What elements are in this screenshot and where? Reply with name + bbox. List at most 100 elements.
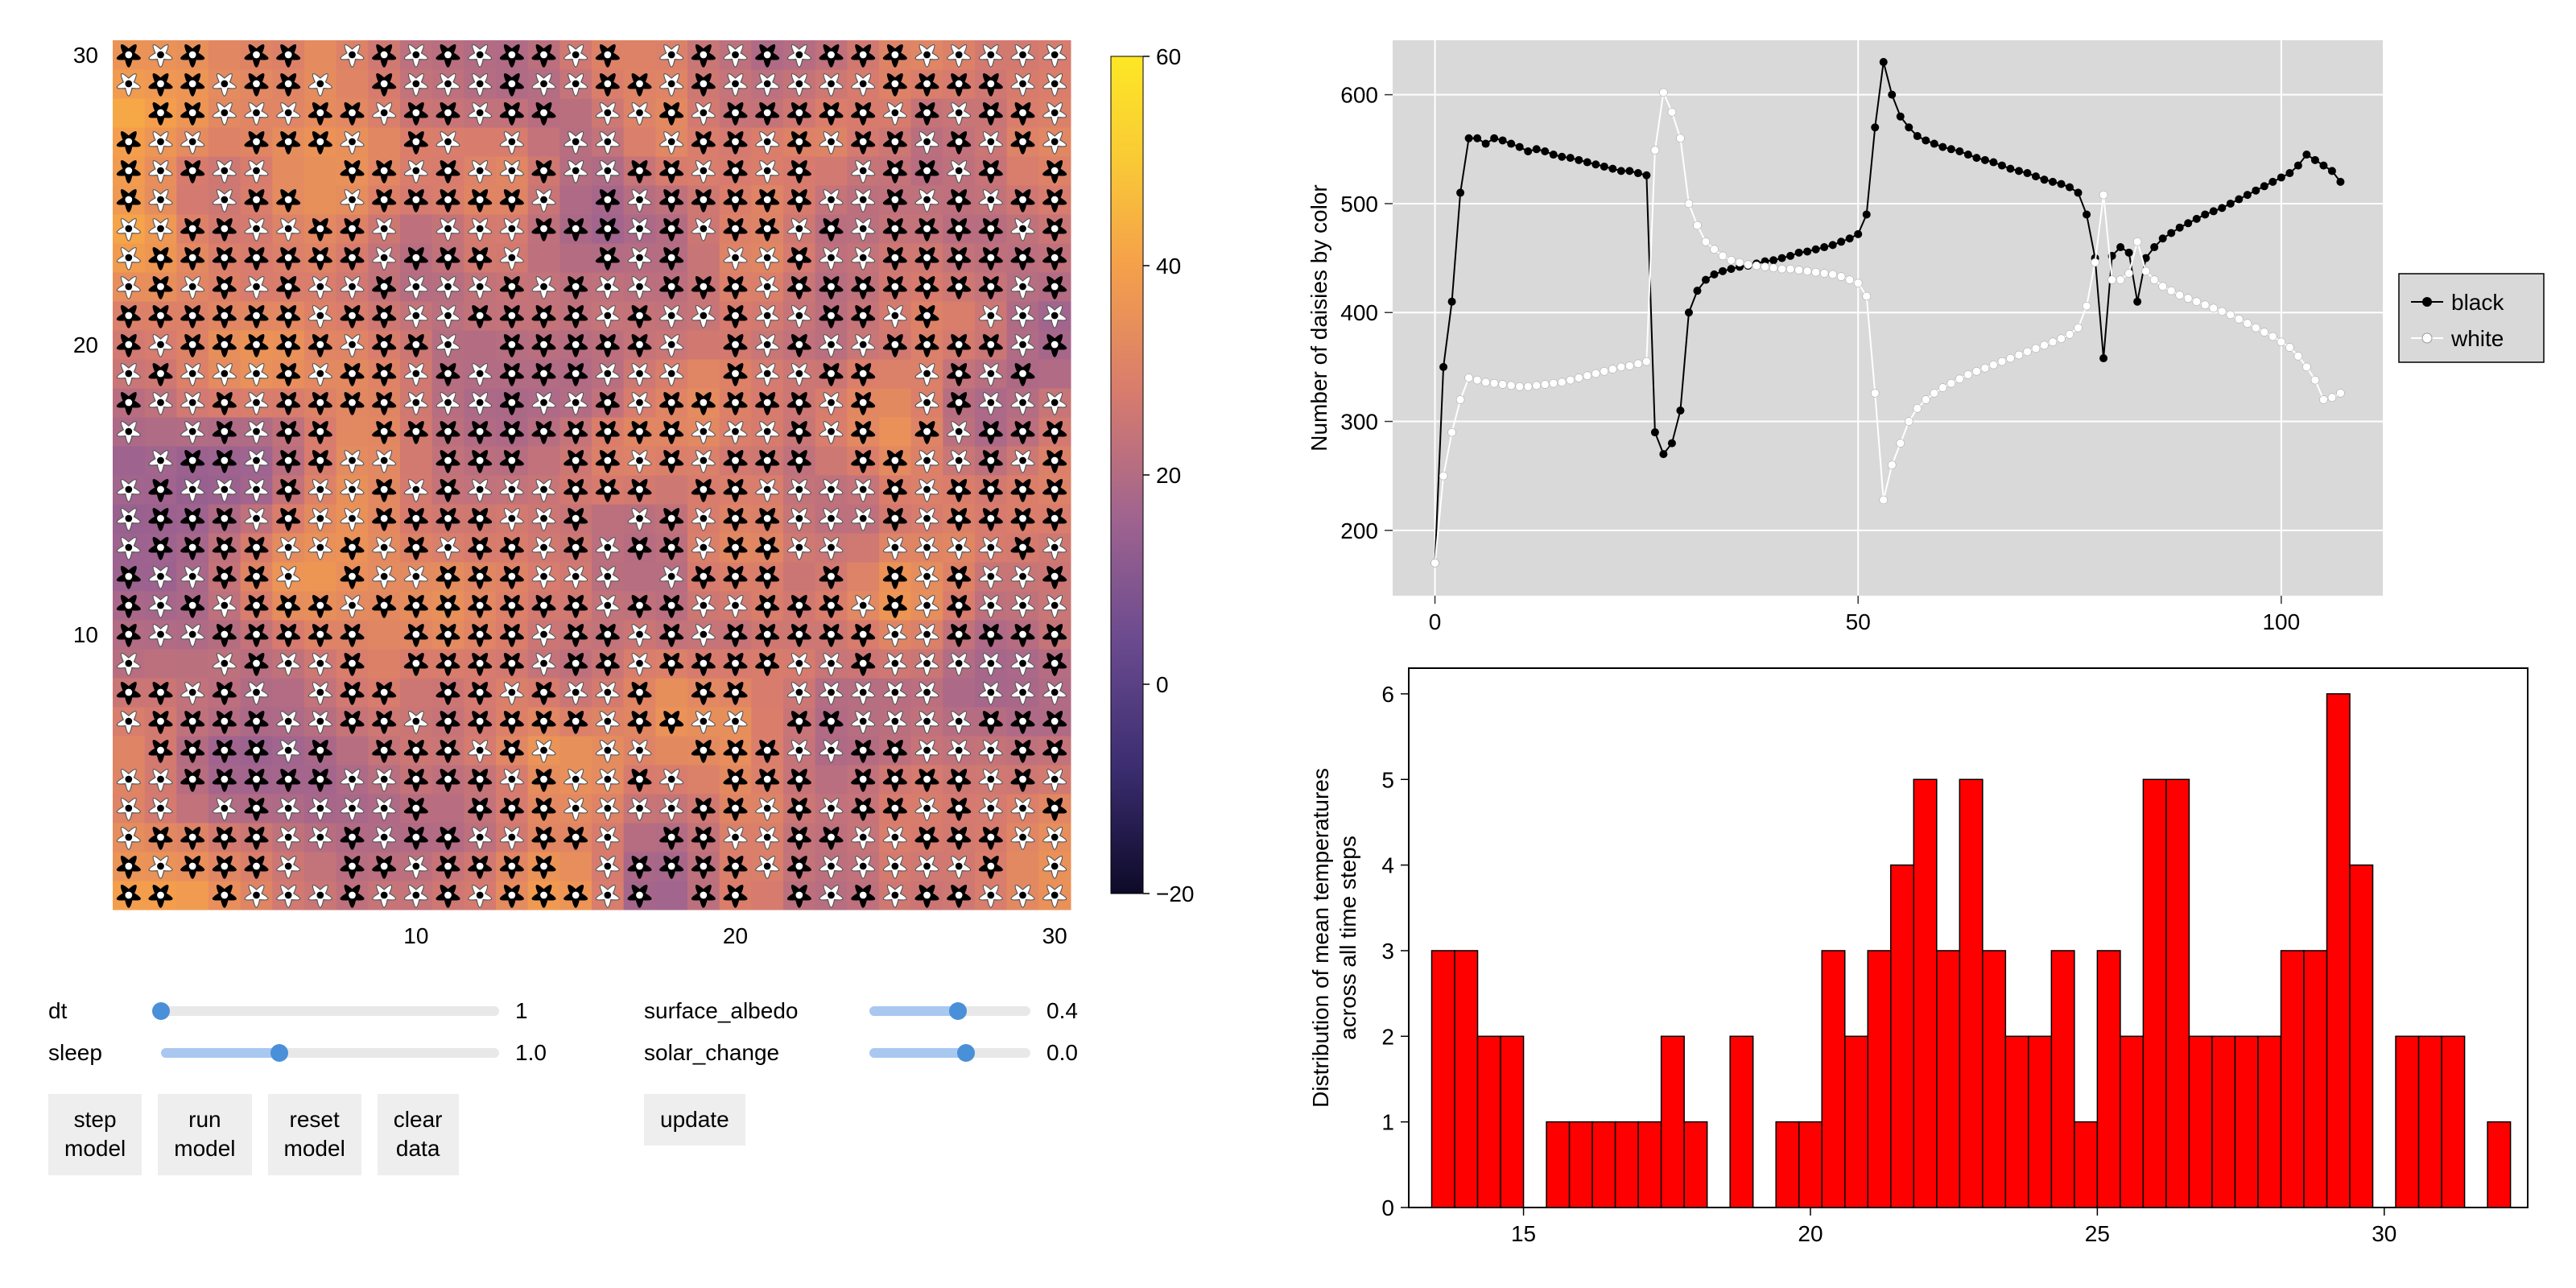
series-white-marker	[2193, 298, 2201, 306]
series-white-marker	[1490, 379, 1498, 387]
series-black-marker	[2159, 234, 2167, 242]
series-white-marker	[1854, 279, 1862, 287]
solar_change-slider[interactable]	[869, 1045, 1030, 1061]
sleep-slider[interactable]	[161, 1045, 499, 1061]
series-white-marker	[2252, 324, 2260, 332]
series-white-marker	[1600, 367, 1608, 375]
series-white-marker	[1431, 559, 1439, 567]
surface_albedo-slider-thumb[interactable]	[949, 1002, 967, 1020]
series-black-marker	[2058, 180, 2066, 188]
heatmap-ytick: 20	[73, 332, 98, 357]
series-black-marker	[1972, 154, 1980, 162]
surface_albedo-value: 0.4	[1046, 998, 1111, 1024]
series-black-marker	[2260, 182, 2268, 190]
dt-slider[interactable]	[161, 1003, 499, 1019]
hist-bar	[1845, 1036, 1868, 1208]
colorbar: −200204060	[1079, 24, 1240, 974]
series-white-marker	[1567, 376, 1575, 384]
series-black-marker	[1863, 210, 1871, 218]
series-black-marker	[2023, 169, 2031, 177]
hist-bar	[1937, 951, 1960, 1208]
series-black-marker	[2032, 172, 2040, 180]
surface_albedo-label: surface_albedo	[644, 998, 853, 1024]
series-black-marker	[1880, 58, 1888, 66]
series-white-marker	[1761, 262, 1769, 270]
series-white-marker	[2294, 352, 2302, 360]
series-black-marker	[1922, 136, 1930, 144]
series-black-marker	[2193, 215, 2201, 223]
reset-model-button[interactable]: reset model	[268, 1094, 361, 1175]
series-black-marker	[1456, 188, 1464, 196]
series-white-marker	[1820, 270, 1828, 278]
dt-slider-thumb[interactable]	[152, 1002, 170, 1020]
series-white-marker	[1913, 404, 1922, 412]
dashboard-container: 102030102030 −200204060 dt1sleep1.0step …	[0, 0, 2576, 1288]
series-white-marker	[1972, 367, 1980, 375]
hist-ytick: 1	[1381, 1110, 1394, 1135]
hist-bar	[2419, 1036, 2442, 1208]
series-white-marker	[1930, 389, 1938, 397]
series-black-marker	[1702, 276, 1710, 284]
line-xtick: 0	[1429, 609, 1442, 634]
series-black-marker	[2302, 151, 2310, 159]
hist-bar	[1868, 951, 1891, 1208]
series-white-marker	[2142, 267, 2150, 275]
series-black-marker	[1905, 123, 1913, 131]
series-black-marker	[1837, 237, 1845, 246]
hist-bar	[1959, 779, 1983, 1208]
hist-bar	[2097, 951, 2120, 1208]
dt-value: 1	[515, 998, 580, 1024]
series-white-marker	[2311, 376, 2319, 384]
series-white-marker	[1541, 381, 1549, 389]
series-white-marker	[2244, 320, 2252, 328]
line-ytick: 500	[1340, 192, 1378, 217]
series-black-marker	[1448, 298, 1456, 306]
clear-data-button[interactable]: clear data	[378, 1094, 459, 1175]
series-white-marker	[2319, 395, 2327, 403]
series-black-marker	[1524, 147, 1532, 155]
series-black-marker	[1947, 145, 1955, 153]
hist-bar	[1501, 1036, 1524, 1208]
series-white-marker	[2040, 341, 2048, 349]
series-black-marker	[2083, 210, 2091, 218]
hist-bar	[1799, 1122, 1823, 1208]
series-black-marker	[2184, 219, 2192, 227]
series-white-marker	[2058, 335, 2066, 343]
update-button[interactable]: update	[644, 1094, 745, 1146]
button-row-left: step modelrun modelreset modelclear data	[48, 1094, 580, 1175]
series-black-marker	[2176, 224, 2184, 232]
dt-control: dt1	[48, 998, 580, 1024]
series-black-marker	[1888, 91, 1896, 99]
series-black-marker	[2227, 200, 2235, 208]
series-black-marker	[2268, 178, 2277, 186]
series-white-marker	[1693, 221, 1701, 229]
series-white-marker	[1668, 108, 1676, 116]
series-black-marker	[1803, 247, 1811, 255]
series-white-marker	[2015, 351, 2023, 359]
hist-bar	[2143, 779, 2166, 1208]
hist-bar	[1730, 1036, 1753, 1208]
series-white-marker	[1778, 265, 1786, 273]
line-ytick: 300	[1340, 410, 1378, 435]
series-white-marker	[1642, 357, 1650, 365]
series-black-marker	[1820, 243, 1828, 251]
series-black-marker	[1642, 171, 1650, 180]
step-model-button[interactable]: step model	[48, 1094, 142, 1175]
series-white-marker	[1533, 382, 1541, 390]
series-black-marker	[1913, 132, 1922, 140]
series-white-marker	[1617, 363, 1625, 371]
series-black-marker	[1600, 163, 1608, 171]
hist-bar	[2166, 779, 2190, 1208]
series-black-marker	[1998, 162, 2006, 170]
run-model-button[interactable]: run model	[158, 1094, 251, 1175]
sleep-slider-thumb[interactable]	[270, 1044, 288, 1062]
series-white-marker	[2091, 258, 2099, 266]
series-white-marker	[1964, 370, 1972, 378]
surface_albedo-slider[interactable]	[869, 1003, 1030, 1019]
heatmap-ytick: 30	[73, 43, 98, 68]
series-black-marker	[2099, 354, 2107, 362]
series-black-marker	[2218, 204, 2226, 212]
solar_change-slider-thumb[interactable]	[957, 1044, 975, 1062]
series-black-marker	[2311, 156, 2319, 164]
series-black-marker	[2074, 188, 2083, 196]
